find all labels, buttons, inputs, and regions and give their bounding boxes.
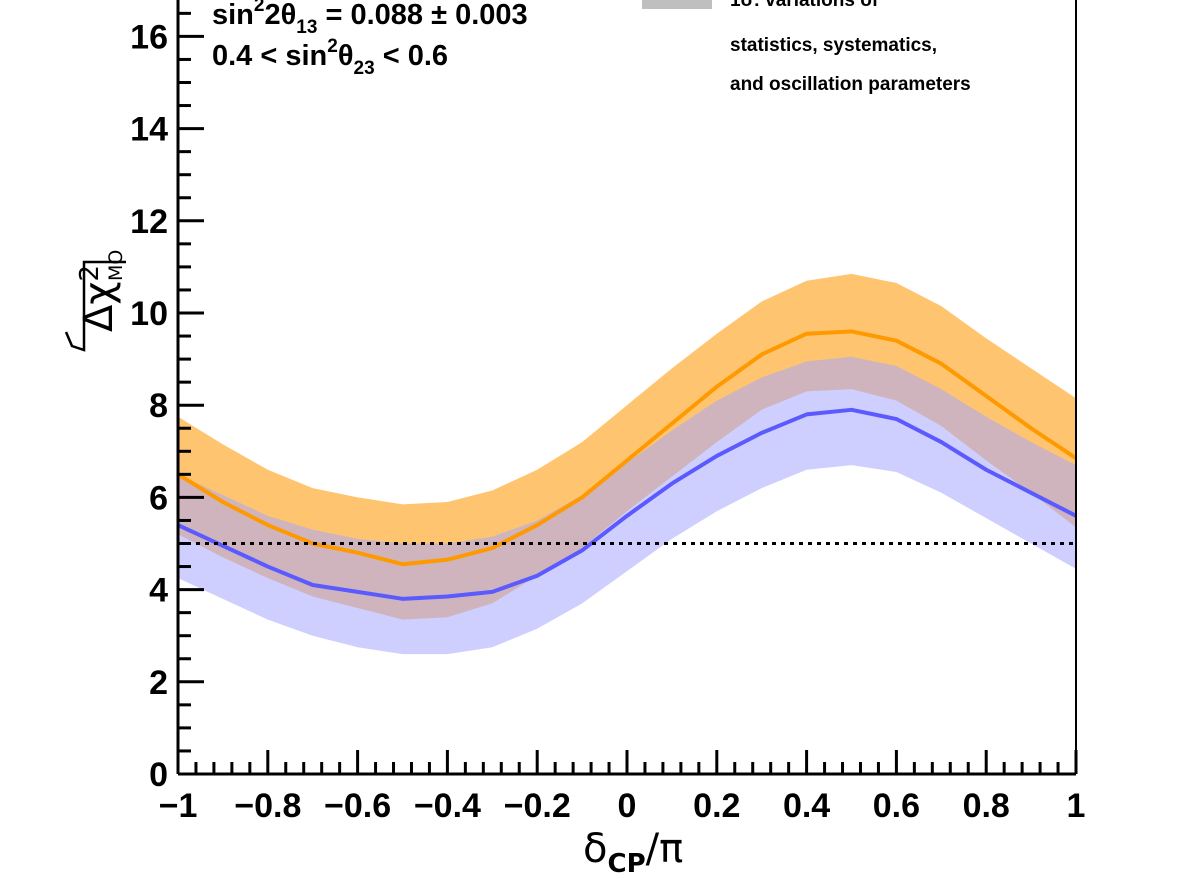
x-tick-label: 0.2 — [693, 787, 740, 825]
x-tick-label: −0.2 — [504, 787, 571, 825]
annotation-theta13: sin22θ13 = 0.088 ± 0.003 — [212, 0, 528, 38]
x-tick-label: −0.4 — [414, 787, 481, 825]
orange-series-line — [176, 329, 1078, 567]
legend: 1σ: variations of statistics, systematic… — [642, 0, 971, 95]
y-axis-title-text: Δχ2MO — [75, 250, 127, 332]
x-tick-label: −0.6 — [324, 787, 391, 825]
y-tick-label: 16 — [130, 18, 168, 56]
lines-layer — [176, 329, 1078, 601]
x-tick-label: −1 — [159, 787, 198, 825]
y-axis-title: Δχ2MO — [64, 250, 127, 352]
annotation-theta23: 0.4 < sin2θ23 < 0.6 — [212, 36, 448, 79]
legend-line-1: 1σ: variations of — [730, 0, 879, 11]
legend-line-3: and oscillation parameters — [730, 74, 971, 95]
x-tick-label: 0.8 — [963, 787, 1010, 825]
x-tick-label: 0.4 — [783, 787, 830, 825]
y-tick-label: 2 — [149, 664, 168, 702]
y-tick-label: 8 — [149, 387, 168, 425]
y-ticks: 0 2 4 6 8 10 12 14 16 — [130, 11, 204, 794]
annotation-block: sin22θ13 = 0.088 ± 0.003 0.4 < sin2θ23 <… — [212, 0, 528, 79]
x-axis-title: δCP/π — [583, 826, 683, 879]
blue-series-line — [177, 407, 1077, 601]
y-tick-label: 12 — [130, 203, 168, 241]
x-ticks: −1 −0.8 −0.6 −0.4 −0.2 0 0.2 0.4 0.6 0.8 1 — [159, 750, 1086, 825]
y-tick-label: 6 — [149, 479, 168, 517]
y-tick-label: 10 — [130, 295, 168, 333]
x-tick-label: 0 — [618, 787, 637, 825]
sqrt-sign — [64, 260, 126, 352]
x-tick-label: 0.6 — [873, 787, 920, 825]
bands-layer — [178, 273, 1076, 655]
legend-swatch — [642, 0, 712, 9]
y-tick-label: 14 — [130, 111, 168, 149]
blue-uncertainty-band — [178, 356, 1076, 655]
x-tick-label: 1 — [1067, 787, 1086, 825]
x-tick-label: −0.8 — [234, 787, 301, 825]
legend-line-2: statistics, systematics, — [730, 35, 937, 56]
y-tick-label: 0 — [149, 756, 168, 794]
y-tick-label: 4 — [149, 572, 168, 610]
